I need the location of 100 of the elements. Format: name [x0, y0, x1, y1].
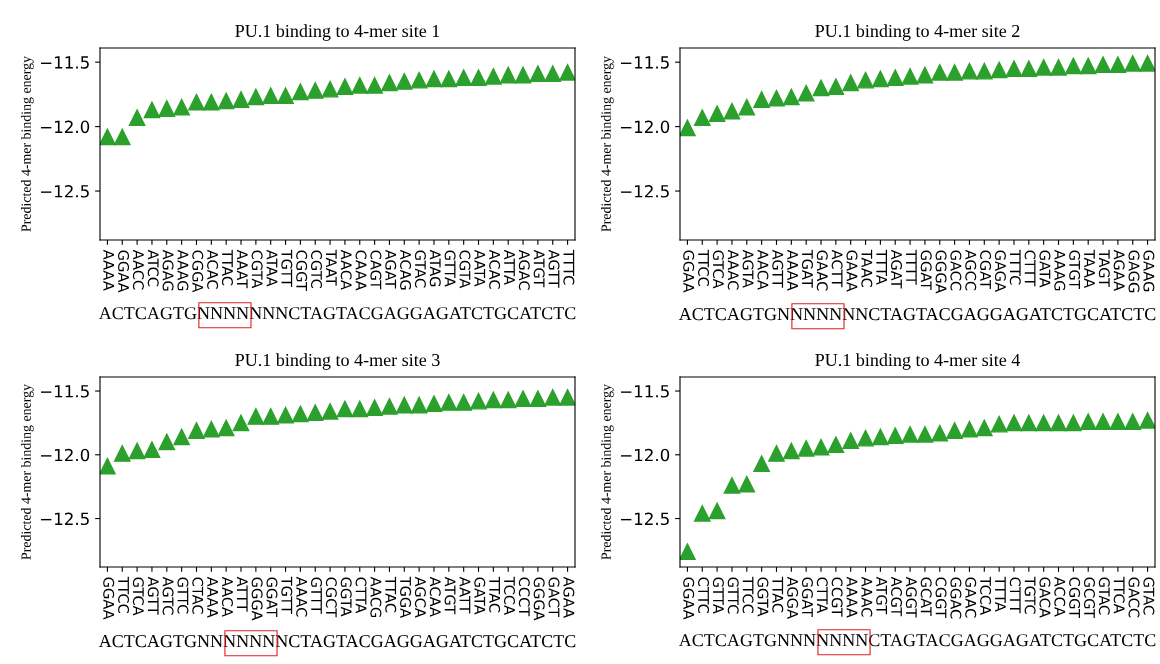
x-tick-label: AACA: [340, 249, 352, 290]
point: [1124, 55, 1142, 72]
chart-title: PU.1 binding to 4-mer site 4: [815, 353, 1021, 370]
x-tick-label: AAAG: [1054, 249, 1066, 291]
point: [1020, 414, 1038, 432]
x-tick-label: CAAA: [355, 250, 367, 291]
point: [886, 69, 904, 86]
y-tick-label: −11.5: [620, 385, 669, 398]
point: [693, 109, 711, 126]
x-tick-label: AAAC: [861, 576, 873, 617]
x-tick-label: GTTA: [444, 250, 456, 287]
point: [217, 419, 235, 437]
x-tick-label: CGTC: [311, 250, 323, 289]
x-tick-label: AACA: [757, 249, 769, 290]
y-tick-label: −12.5: [40, 185, 89, 198]
point: [529, 65, 547, 83]
x-tick-label: ACCA: [1054, 576, 1066, 617]
point: [395, 396, 413, 414]
x-tick-label: AGTT: [548, 249, 560, 288]
point: [128, 109, 146, 126]
x-tick-label: ATCC: [147, 249, 159, 287]
x-tick-label: GGGA: [533, 577, 545, 621]
point: [931, 424, 949, 442]
point: [1005, 60, 1023, 77]
point: [455, 69, 473, 86]
x-tick-label: TTTC: [1009, 249, 1021, 285]
point: [1020, 60, 1038, 77]
x-tick-label: TTAC: [221, 249, 233, 286]
point: [202, 93, 220, 111]
y-tick-label: −11.5: [40, 56, 89, 69]
x-tick-label: AAAA: [787, 249, 798, 291]
point: [440, 70, 458, 88]
point: [381, 74, 398, 92]
chart-title: PU.1 binding to 4-mer site 3: [235, 353, 440, 370]
y-tick-label: −12.0: [40, 120, 90, 134]
x-tick-label: CGCT: [325, 577, 337, 618]
point: [485, 68, 502, 85]
point: [975, 419, 993, 437]
point: [1094, 56, 1112, 74]
x-tick-label: TTTT: [906, 249, 917, 285]
y-axis-title: Predicted 4-mer binding energy: [601, 384, 614, 560]
y-tick-label: −12.0: [620, 120, 670, 134]
x-tick-label: AGAG: [162, 249, 174, 291]
x-tick-label: ATGT: [533, 249, 545, 288]
point: [768, 89, 785, 107]
x-tick-label: ATTA: [504, 249, 515, 285]
x-tick-label: TTAC: [489, 576, 501, 613]
point: [470, 69, 487, 86]
point: [961, 420, 978, 438]
x-tick-label: CTAC: [192, 577, 204, 614]
x-tick-label: GGAT: [920, 250, 932, 291]
y-tick-label: −12.5: [620, 185, 669, 198]
x-tick-label: AAAA: [103, 249, 115, 291]
y-tick-label: −12.0: [40, 448, 90, 462]
point: [827, 436, 845, 453]
x-tick-label: GTCA: [712, 250, 724, 289]
point: [916, 426, 934, 443]
point: [113, 445, 131, 462]
point: [306, 404, 324, 422]
x-tick-label: CCGT: [831, 577, 843, 617]
x-tick-label: AGAA: [1113, 249, 1125, 291]
point: [872, 428, 889, 446]
point: [946, 64, 963, 81]
point: [708, 105, 726, 123]
point: [292, 83, 309, 101]
point: [262, 408, 280, 425]
x-tick-label: CTTA: [816, 577, 828, 614]
x-tick-label: AATT: [459, 576, 471, 614]
point: [173, 428, 190, 446]
point: [366, 77, 383, 94]
x-tick-label: TTCA: [1113, 576, 1125, 614]
point: [277, 406, 294, 424]
x-tick-label: GATA: [474, 577, 486, 615]
point: [143, 101, 161, 119]
point: [990, 415, 1008, 433]
x-tick-label: AGAA: [563, 576, 575, 618]
x-tick-label: GTTA: [712, 577, 724, 614]
point: [680, 119, 696, 137]
point: [1005, 414, 1023, 432]
point: [812, 438, 830, 456]
point: [738, 98, 756, 116]
y-axis-title: Predicted 4-mer binding energy: [21, 56, 34, 232]
point: [559, 389, 575, 406]
x-tick-label: TCCA: [503, 576, 515, 615]
x-tick-label: AAAA: [846, 576, 858, 618]
x-tick-label: CTTT: [1009, 577, 1021, 614]
x-tick-label: GCGT: [1083, 577, 1095, 618]
point: [306, 82, 324, 99]
point: [1050, 58, 1067, 76]
point: [797, 440, 815, 457]
x-tick-label: TTTC: [563, 249, 575, 285]
x-tick-label: AGAT: [385, 249, 397, 289]
point: [901, 68, 919, 85]
point: [693, 505, 711, 522]
x-tick-label: GATA: [1039, 250, 1051, 288]
x-tick-label: CGTA: [459, 250, 471, 289]
point: [499, 391, 517, 409]
point: [158, 100, 176, 117]
x-tick-label: TTTA: [876, 249, 887, 285]
x-tick-label: AAAA: [207, 576, 218, 618]
